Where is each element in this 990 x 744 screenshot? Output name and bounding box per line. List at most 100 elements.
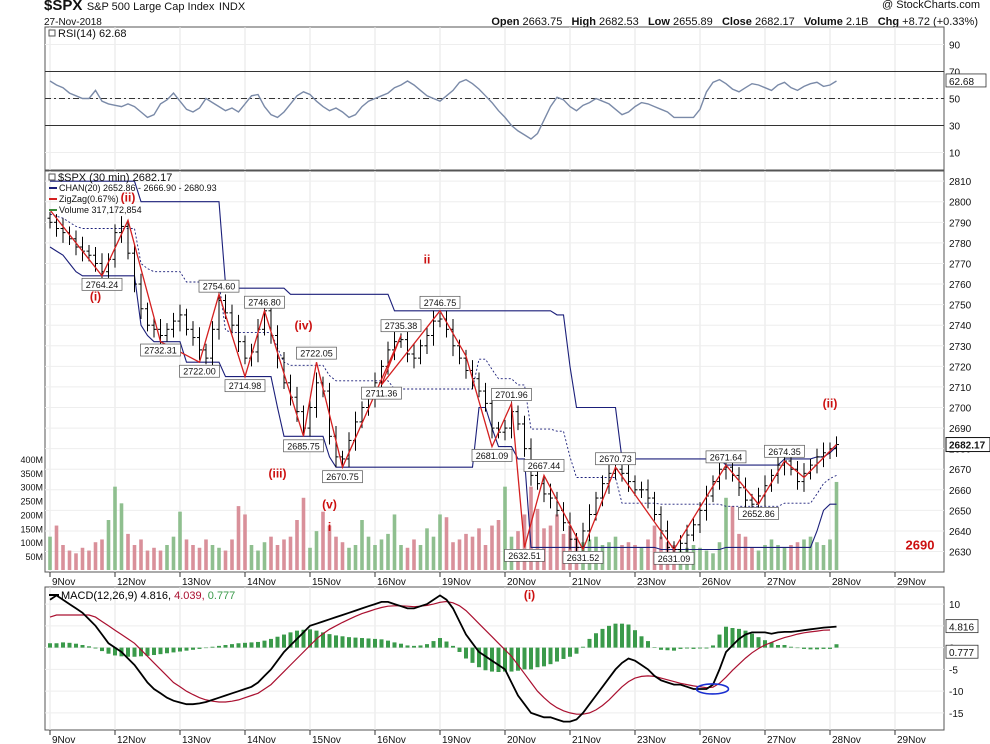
macd-histogram-bar bbox=[399, 643, 403, 648]
chg-value: +8.72 (+0.33%) bbox=[902, 16, 978, 28]
volume-bar bbox=[392, 514, 397, 570]
macd-histogram-bar bbox=[80, 645, 85, 648]
macd-histogram-bar bbox=[451, 645, 455, 648]
macd-histogram-bar bbox=[503, 647, 507, 672]
volume-bar bbox=[724, 497, 728, 570]
macd-histogram-bar bbox=[145, 647, 150, 656]
rsi-last-value: 62.68 bbox=[949, 77, 974, 88]
macd-histogram-bar bbox=[334, 635, 338, 648]
macd-histogram-bar bbox=[782, 645, 787, 648]
volume-bar bbox=[451, 542, 455, 570]
legend-entry: ZigZag(0.67%) bbox=[59, 194, 119, 204]
macd-xtick-label: 15Nov bbox=[312, 735, 341, 744]
volume-bar bbox=[782, 547, 787, 570]
price-ytick-label: 2720 bbox=[949, 362, 972, 373]
volume-tick-label: 350M bbox=[20, 469, 43, 479]
volume-bar bbox=[379, 539, 384, 570]
price-label: 2667.44 bbox=[528, 461, 561, 471]
volume-bar bbox=[639, 547, 644, 570]
volume-bar bbox=[483, 545, 488, 570]
macd-histogram-bar bbox=[665, 647, 670, 651]
macd-histogram-bar bbox=[360, 638, 364, 648]
price-label-box bbox=[471, 449, 513, 462]
price-label: 2711.36 bbox=[366, 389, 398, 399]
macd-histogram-bar bbox=[815, 647, 819, 650]
price-label-box bbox=[419, 295, 461, 309]
macd-title: MACD(12,26,9) 4.816, 4.039, 0.777 bbox=[61, 590, 235, 602]
open-value: 2663.75 bbox=[522, 16, 563, 28]
price-ytick-label: 2730 bbox=[949, 342, 972, 353]
volume-bar bbox=[412, 539, 416, 570]
volume-tick-label: 400M bbox=[20, 455, 43, 465]
volume-bar bbox=[100, 539, 104, 570]
macd-histogram-bar bbox=[620, 623, 624, 648]
price-ytick-label: 2710 bbox=[949, 383, 972, 394]
volume-bar bbox=[828, 539, 832, 570]
volume-bar bbox=[776, 545, 780, 570]
volume-bar bbox=[698, 547, 702, 570]
volume-bar bbox=[139, 539, 143, 570]
price-label: 2746.80 bbox=[248, 298, 281, 308]
watermark: @ StockCharts.com bbox=[882, 0, 980, 11]
macd-histogram-bar bbox=[600, 628, 605, 648]
price-label-box bbox=[705, 450, 747, 464]
volume-bar bbox=[620, 545, 624, 570]
volume-bar bbox=[165, 545, 169, 570]
volume-bar bbox=[230, 539, 234, 570]
macd-histogram-bar bbox=[496, 647, 501, 672]
price-ytick-label: 2760 bbox=[949, 280, 972, 291]
rsi-title: RSI(14) 62.68 bbox=[58, 28, 126, 40]
volume-tick-label: 200M bbox=[20, 510, 43, 520]
price-label-box bbox=[523, 459, 565, 472]
macd-histogram-bar bbox=[301, 629, 306, 648]
macd-histogram-bar bbox=[269, 638, 273, 648]
price-label: 2735.38 bbox=[385, 321, 418, 331]
volume-bar bbox=[256, 550, 260, 570]
wave-label: (v) bbox=[322, 497, 337, 511]
volume-bar bbox=[334, 536, 338, 570]
macd-histogram-bar bbox=[126, 647, 130, 657]
macd-histogram-bar bbox=[516, 647, 520, 671]
macd-histogram-bar bbox=[204, 647, 208, 649]
high-value: 2682.53 bbox=[599, 16, 639, 28]
price-ytick-label: 2790 bbox=[949, 218, 972, 229]
macd-histogram-bar bbox=[646, 641, 650, 648]
close-value: 2682.17 bbox=[754, 16, 795, 28]
volume-bar bbox=[61, 545, 65, 570]
macd-histogram-bar bbox=[574, 647, 579, 654]
price-ytick-label: 2700 bbox=[949, 404, 972, 415]
macd-histogram-bar bbox=[139, 647, 143, 657]
price-label-box bbox=[562, 551, 604, 564]
macd-histogram-bar bbox=[522, 647, 527, 670]
volume-bar bbox=[184, 539, 189, 570]
volume-bar bbox=[802, 539, 806, 570]
macd-histogram-bar bbox=[61, 642, 65, 648]
wave-label: ii bbox=[424, 252, 431, 266]
macd-histogram-bar bbox=[431, 641, 436, 648]
macd-histogram-bar bbox=[769, 642, 774, 648]
price-label-box bbox=[283, 439, 324, 453]
macd-histogram-bar bbox=[340, 636, 345, 648]
macd-xtick-label: 21Nov bbox=[572, 735, 601, 744]
macd-histogram-bar bbox=[652, 647, 657, 648]
price-label-box bbox=[296, 346, 337, 360]
volume-bar bbox=[555, 514, 559, 570]
macd-hist-last-value: 0.777 bbox=[949, 648, 974, 659]
volume-bar bbox=[646, 539, 650, 570]
macd-xtick-label: 16Nov bbox=[377, 735, 406, 744]
price-ytick-label: 2750 bbox=[949, 301, 972, 312]
price-legend-swatch bbox=[48, 173, 56, 181]
macd-histogram-bar bbox=[704, 647, 709, 649]
macd-xtick-label: 27Nov bbox=[767, 735, 796, 744]
wave-label: (i) bbox=[90, 290, 101, 304]
volume-bar bbox=[743, 536, 748, 570]
macd-histogram-bar bbox=[353, 637, 358, 648]
price-xtick-label: 26Nov bbox=[702, 577, 731, 588]
price-xtick-label: 15Nov bbox=[312, 577, 341, 588]
macd-histogram-bar bbox=[366, 638, 371, 648]
macd-histogram-bar bbox=[171, 647, 176, 653]
macd-histogram-bar bbox=[795, 647, 800, 649]
macd-histogram-bar bbox=[158, 647, 163, 655]
price-xtick-label: 14Nov bbox=[247, 577, 276, 588]
volume-bar bbox=[145, 550, 150, 570]
